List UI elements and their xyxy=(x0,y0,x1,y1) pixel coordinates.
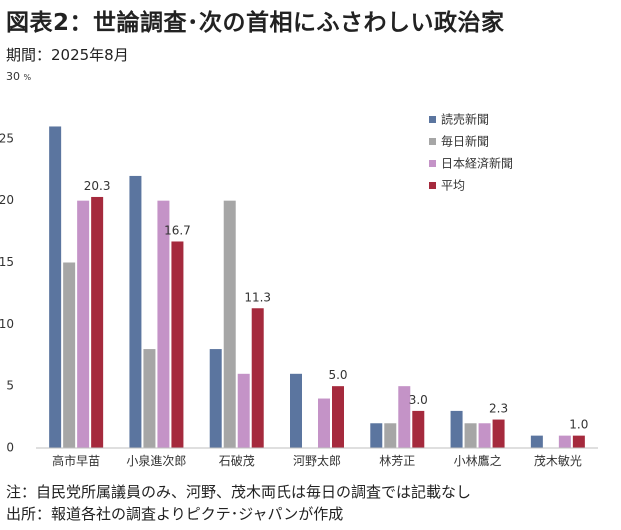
legend-swatch xyxy=(429,138,436,145)
x-tick-label: 小泉進次郎 xyxy=(126,454,186,468)
bar xyxy=(209,349,222,448)
bar xyxy=(332,386,344,448)
bar xyxy=(384,423,397,448)
legend-label: 日本経済新聞 xyxy=(441,156,513,171)
bar xyxy=(77,200,90,448)
x-tick-label: 高市早苗 xyxy=(52,453,100,468)
y-unit-label: % xyxy=(24,73,32,82)
legend-label: 平均 xyxy=(441,179,465,193)
data-label: 5.0 xyxy=(328,368,347,382)
bar xyxy=(412,410,425,448)
y-tick-label: 10 xyxy=(0,317,14,331)
x-axis: 高市早苗 小泉進次郎 石破茂 河野太郎 林芳正 小林鷹之 茂木敏光 xyxy=(36,447,598,468)
y-tick-label: 15 xyxy=(0,255,14,269)
data-label: 3.0 xyxy=(409,393,428,407)
bar xyxy=(223,200,236,448)
bars xyxy=(49,126,585,448)
bar xyxy=(171,241,184,448)
bar xyxy=(129,175,142,448)
x-tick-label: 河野太郎 xyxy=(293,453,341,468)
bar xyxy=(49,126,62,448)
bar xyxy=(492,419,505,448)
bar xyxy=(558,435,571,448)
y-tick-label: 20 xyxy=(0,193,14,207)
bar xyxy=(398,386,411,448)
x-tick-label: 小林鷹之 xyxy=(454,453,502,468)
bar xyxy=(450,410,463,448)
y-tick-label: 0 xyxy=(6,441,14,455)
source-line: 出所：報道各社の調査よりピクテ･ジャパンが作成 xyxy=(6,505,344,523)
bar xyxy=(63,262,76,448)
bar xyxy=(464,423,477,448)
bar xyxy=(157,200,170,448)
bar xyxy=(572,435,585,448)
legend-swatch xyxy=(429,160,436,167)
y-axis: 0 5 10 15 20 25 30 % xyxy=(0,70,32,455)
bar xyxy=(370,423,383,448)
x-tick-label: 茂木敏光 xyxy=(534,453,582,468)
data-label: 16.7 xyxy=(164,223,191,237)
data-label: 11.3 xyxy=(244,290,271,304)
period-label: 期間：2025年8月 xyxy=(6,46,129,64)
data-label: 1.0 xyxy=(569,418,588,432)
chart-title: 図表2：世論調査･次の首相にふさわしい政治家 xyxy=(6,10,505,36)
data-label: 2.3 xyxy=(489,402,508,416)
bar xyxy=(91,196,104,448)
data-label: 20.3 xyxy=(84,179,111,193)
legend-label: 毎日新聞 xyxy=(441,134,489,149)
y-tick-label: 25 xyxy=(0,131,14,145)
y-tick-label: 30 % xyxy=(6,70,32,83)
bar xyxy=(251,308,264,448)
x-tick-label: 林芳正 xyxy=(379,454,415,468)
bar xyxy=(478,423,491,448)
notes: 注：自民党所属議員のみ、河野、茂木両氏は毎日の調査では記載なし 出所：報道各社の… xyxy=(6,481,471,525)
legend-swatch xyxy=(429,182,436,189)
bar xyxy=(237,373,250,448)
bar-chart: 0 5 10 15 20 25 30 % 高市早苗 小泉進次郎 石破茂 河野太郎 林芳正 小林鷹之 茂木… xyxy=(0,70,598,468)
bar xyxy=(530,435,543,448)
bar xyxy=(318,398,330,448)
data-labels: 20.3 16.7 11.3 5.0 3.0 2.3 1.0 xyxy=(84,179,589,432)
note-line: 注：自民党所属議員のみ、河野、茂木両氏は毎日の調査では記載なし xyxy=(6,483,472,501)
legend-label: 読売新聞 xyxy=(441,112,489,127)
bar xyxy=(143,349,156,448)
bar xyxy=(290,373,302,448)
y-tick-label: 5 xyxy=(6,379,14,393)
legend-swatch xyxy=(429,116,436,123)
x-tick-label: 石破茂 xyxy=(219,453,255,468)
